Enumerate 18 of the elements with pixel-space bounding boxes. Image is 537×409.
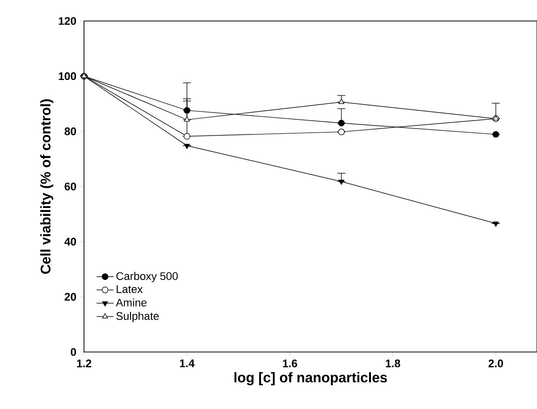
y-tick-label: 20	[64, 292, 76, 301]
y-tick-label: 0	[70, 348, 76, 356]
x-axis-title: log [c] of nanoparticles	[234, 372, 387, 386]
y-tick-label: 80	[64, 127, 76, 136]
x-tick-label: 2.0	[488, 360, 504, 368]
y-tick-label: 120	[58, 17, 76, 25]
x-tick-label: 1.6	[282, 360, 298, 368]
x-tick-label: 1.4	[180, 360, 195, 368]
legend-label: Sulphate	[116, 312, 159, 322]
legend-label: Latex	[116, 285, 143, 294]
y-tick-label: 40	[64, 238, 76, 246]
x-tick-label: 1.2	[77, 360, 92, 368]
y-axis-title: Cell viability (% of control)	[40, 99, 54, 274]
legend-label: Carboxy 500	[116, 272, 178, 282]
y-tick-label: 100	[58, 72, 76, 80]
legend-label: Amine	[116, 298, 147, 306]
y-tick-label: 60	[64, 182, 76, 190]
x-tick-label: 1.8	[386, 360, 400, 368]
